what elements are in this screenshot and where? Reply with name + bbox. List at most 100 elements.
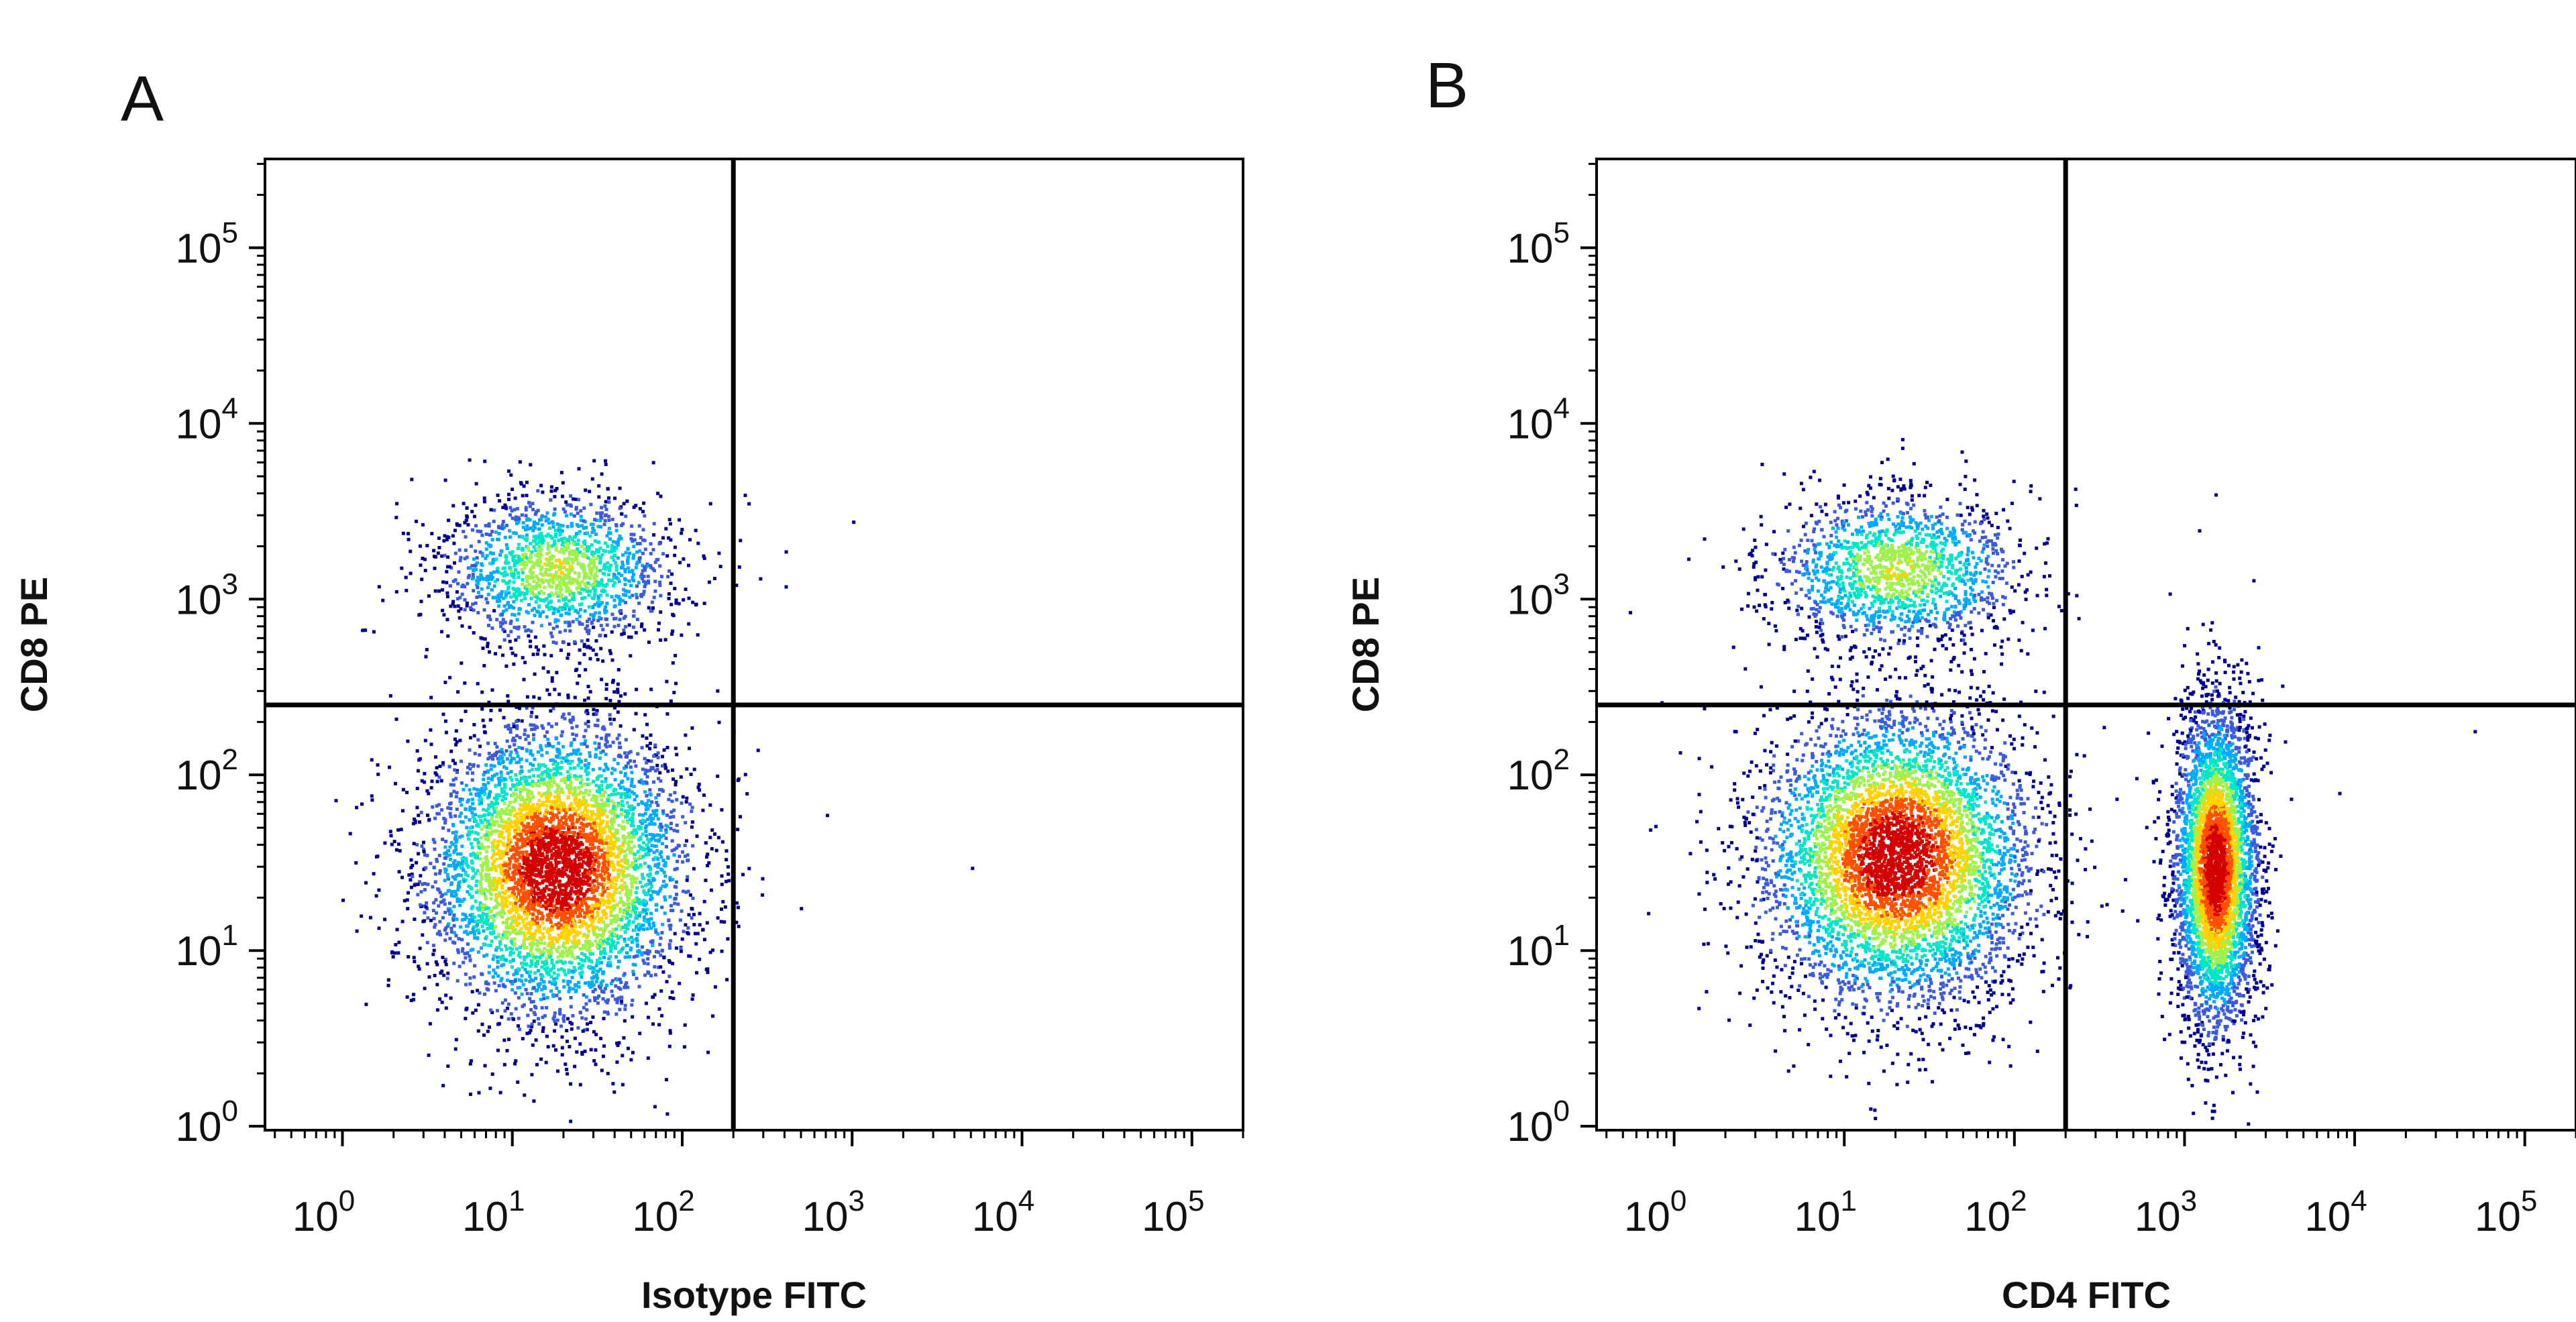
event-point — [535, 837, 539, 841]
event-point — [612, 905, 616, 910]
event-point — [624, 764, 628, 768]
event-point — [540, 773, 544, 777]
event-point — [542, 889, 546, 893]
event-point — [598, 901, 602, 905]
event-point — [610, 994, 614, 998]
event-point — [581, 852, 585, 857]
event-point — [587, 946, 591, 950]
event-point — [609, 722, 613, 726]
event-point — [646, 818, 650, 821]
event-point — [567, 858, 571, 862]
event-point — [490, 804, 494, 808]
event-point — [610, 820, 614, 824]
event-point — [608, 906, 612, 910]
event-point — [602, 1010, 606, 1014]
event-point — [482, 834, 486, 838]
event-point — [566, 921, 570, 924]
event-point — [648, 872, 652, 876]
event-point — [496, 959, 500, 963]
event-point — [462, 960, 466, 965]
event-point — [500, 856, 504, 860]
event-point — [574, 877, 578, 881]
event-point — [658, 942, 662, 946]
event-point — [464, 913, 468, 917]
event-point — [614, 984, 618, 988]
event-point — [594, 854, 598, 858]
event-point — [610, 846, 614, 850]
event-point — [509, 980, 513, 983]
event-point — [484, 837, 488, 841]
event-point — [472, 787, 476, 791]
event-point — [547, 873, 551, 877]
event-point — [481, 718, 485, 722]
event-point — [545, 1005, 549, 1009]
event-point — [625, 912, 629, 916]
event-point — [571, 732, 575, 736]
event-point — [413, 960, 417, 964]
event-point — [598, 767, 602, 771]
event-point — [537, 820, 541, 824]
event-point — [654, 844, 658, 848]
event-point — [623, 751, 627, 755]
event-point — [441, 916, 445, 920]
event-point — [660, 868, 664, 872]
event-point — [602, 802, 606, 806]
event-point — [547, 800, 551, 804]
event-point — [582, 920, 586, 924]
event-point — [586, 783, 590, 787]
event-point — [515, 924, 519, 928]
event-point — [425, 940, 429, 944]
event-point — [395, 928, 399, 932]
event-point — [650, 896, 654, 900]
event-point — [646, 957, 650, 961]
event-point — [551, 824, 555, 828]
event-point — [619, 950, 623, 953]
event-point — [452, 931, 456, 935]
event-point — [530, 1072, 534, 1077]
event-point — [632, 791, 636, 795]
event-point — [520, 887, 524, 891]
event-point — [547, 742, 551, 747]
event-point — [406, 907, 410, 911]
event-point — [451, 842, 455, 846]
event-point — [545, 688, 549, 692]
event-point — [560, 760, 564, 764]
event-point — [566, 784, 570, 788]
event-point — [609, 864, 613, 868]
event-point — [555, 816, 559, 820]
event-point — [427, 975, 431, 979]
event-point — [598, 986, 602, 990]
event-point — [445, 924, 449, 928]
event-point — [602, 826, 606, 830]
event-point — [602, 932, 606, 936]
event-point — [616, 1044, 620, 1048]
event-point — [502, 826, 506, 830]
event-point — [616, 875, 621, 879]
event-point — [433, 973, 437, 977]
event-point — [574, 940, 578, 944]
event-point — [570, 940, 574, 944]
event-point — [490, 932, 494, 936]
event-point — [661, 922, 665, 926]
event-point — [549, 897, 553, 901]
event-point — [528, 920, 532, 924]
event-point — [686, 926, 690, 930]
event-point — [459, 820, 463, 824]
event-point — [504, 899, 508, 903]
event-point — [543, 770, 547, 774]
event-point — [551, 963, 555, 967]
event-point — [553, 831, 557, 835]
event-point — [616, 710, 620, 714]
event-point — [637, 985, 641, 989]
event-point — [499, 869, 503, 873]
event-point — [655, 950, 658, 954]
event-point — [588, 857, 592, 861]
event-point — [566, 1017, 570, 1021]
event-point — [624, 983, 627, 987]
event-point — [531, 816, 535, 820]
event-point — [584, 767, 588, 771]
event-point — [517, 706, 521, 710]
event-point — [647, 879, 651, 883]
event-point — [477, 1091, 481, 1095]
event-point — [519, 834, 523, 838]
